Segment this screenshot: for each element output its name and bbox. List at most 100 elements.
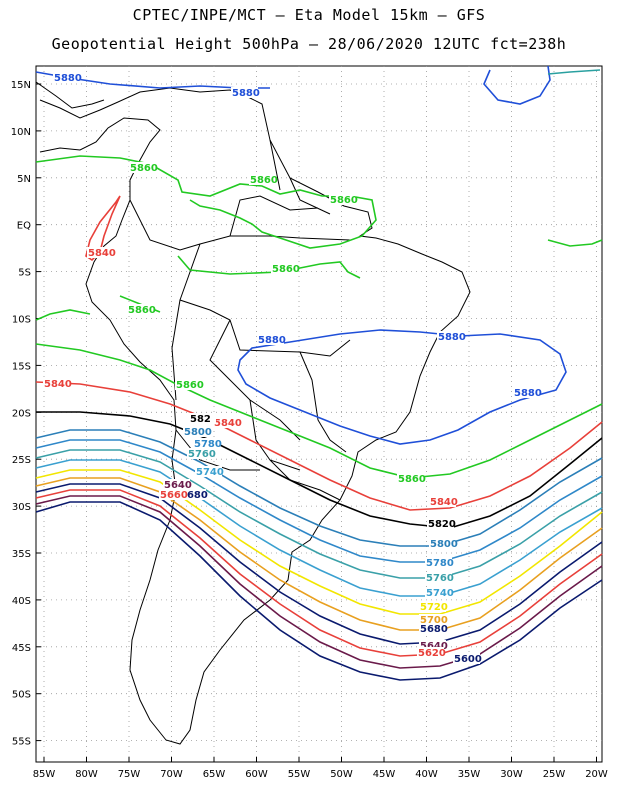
contour-label: 5860 (128, 305, 156, 316)
contour-label-bg (127, 304, 154, 315)
coastline (35, 81, 471, 745)
contour-label: 5740 (196, 467, 224, 478)
contour-label-bg (429, 538, 456, 549)
contour-label-bg (213, 417, 240, 428)
contour-label-bg (425, 557, 452, 568)
lon-tick-label: 85W (33, 769, 56, 780)
contour-5800 (35, 429, 603, 547)
contour-label: 5880 (438, 332, 466, 343)
contour-label: 5740 (426, 588, 454, 599)
contour-label-bg (429, 496, 456, 507)
lon-tick-label: 25W (543, 769, 566, 780)
lon-tick-label: 70W (160, 769, 183, 780)
contour-label: 5600 (454, 654, 482, 665)
lat-tick-label: 45S (12, 643, 31, 654)
lon-tick-label: 60W (245, 769, 268, 780)
contour-label: 5760 (188, 449, 216, 460)
contour-5600 (35, 501, 603, 681)
lon-tick-label: 75W (118, 769, 141, 780)
lat-tick-label: 25S (12, 455, 31, 466)
contour-5860 (177, 255, 361, 279)
lon-tick-label: 80W (75, 769, 98, 780)
contour-5860 (35, 309, 91, 321)
contour-label-bg (419, 601, 446, 612)
country-borders (129, 139, 351, 501)
contour-5760 (35, 449, 603, 579)
contour-labels: 5880 5880 5880 5880 5880 5860 5860 5860 5860 5860… (43, 72, 542, 665)
contour-label: 5660 (160, 490, 188, 501)
contour-5720 (35, 469, 603, 615)
contour-label-bg (183, 426, 210, 437)
contour-label: 5700 (420, 615, 448, 626)
contour-label-bg (257, 334, 284, 345)
contour-label-bg (179, 489, 206, 500)
contour-label: 582 (190, 414, 211, 425)
contour-label: 5760 (426, 573, 454, 584)
lon-tick-label: 30W (500, 769, 523, 780)
south-america-outline (39, 87, 471, 745)
contour-label: 5680 (420, 624, 448, 635)
lon-tick-label: 40W (415, 769, 438, 780)
central-america-outline (35, 81, 105, 109)
lat-tick-label: 55S (12, 737, 31, 748)
lon-tick-label: 45W (373, 769, 396, 780)
lat-tick-label: 5N (17, 174, 31, 185)
contour-5820 (36, 411, 603, 529)
contour-label: 5800 (430, 539, 458, 550)
contour-label: 5680 (180, 490, 208, 501)
lat-tick-label: 20S (12, 408, 31, 419)
contour-5840 (35, 381, 603, 511)
contour-5660 (35, 489, 603, 657)
contour-5780 (35, 439, 603, 563)
contour-label-bg (159, 489, 186, 500)
lon-tick-label: 65W (203, 769, 226, 780)
lat-tick-label: 10N (11, 127, 31, 138)
lon-tick-label: 20W (585, 769, 608, 780)
contour-label: 5620 (418, 648, 446, 659)
lat-tick-label: 10S (12, 315, 31, 326)
contour-label: 5880 (258, 335, 286, 346)
contour-label-bg (187, 448, 214, 459)
contour-label-bg (193, 438, 220, 449)
contour-5860 (547, 239, 603, 247)
contour-label: 5860 (176, 380, 204, 391)
contour-label: 5880 (232, 88, 260, 99)
contour-label-bg (87, 247, 114, 258)
lat-tick-label: 5S (18, 268, 31, 279)
contour-label-bg (43, 378, 70, 389)
lat-tick-label: 15N (11, 80, 31, 91)
contour-label-bg (195, 466, 222, 477)
contour-label-bg (513, 387, 540, 398)
contour-label-bg (419, 623, 446, 634)
lat-tick-label: 35S (12, 549, 31, 560)
contour-5740 (35, 459, 603, 597)
lon-tick-label: 55W (288, 769, 311, 780)
contour-label: 5860 (330, 195, 358, 206)
contour-label: 5720 (420, 602, 448, 613)
contour-label-bg (419, 614, 446, 625)
contour-label-bg (397, 473, 424, 484)
contour-label: 5800 (184, 427, 212, 438)
contour-label-bg (231, 87, 258, 98)
contour-label: 5640 (164, 480, 192, 491)
map-frame (35, 65, 603, 763)
contour-label: 5840 (88, 248, 116, 259)
contour-label: 5860 (398, 474, 426, 485)
contour-label: 5880 (54, 73, 82, 84)
contour-label-bg (189, 413, 216, 424)
contour-label-bg (249, 174, 276, 185)
contour-label: 5820 (428, 519, 456, 530)
lon-tick-label: 35W (458, 769, 481, 780)
contour-label: 5860 (250, 175, 278, 186)
contour-label: 5860 (272, 264, 300, 275)
contour-label-bg (129, 162, 156, 173)
map-title-line1: CPTEC/INPE/MCT – Eta Model 15km – GFS (132, 6, 486, 24)
contour-5880 (483, 65, 551, 105)
contour-label: 5840 (44, 379, 72, 390)
contour-label-bg (175, 379, 202, 390)
contour-label: 5840 (430, 497, 458, 508)
contour-label-bg (453, 653, 480, 664)
contour-edge (547, 69, 601, 75)
contour-label-bg (437, 331, 464, 342)
contour-label-bg (427, 518, 454, 529)
